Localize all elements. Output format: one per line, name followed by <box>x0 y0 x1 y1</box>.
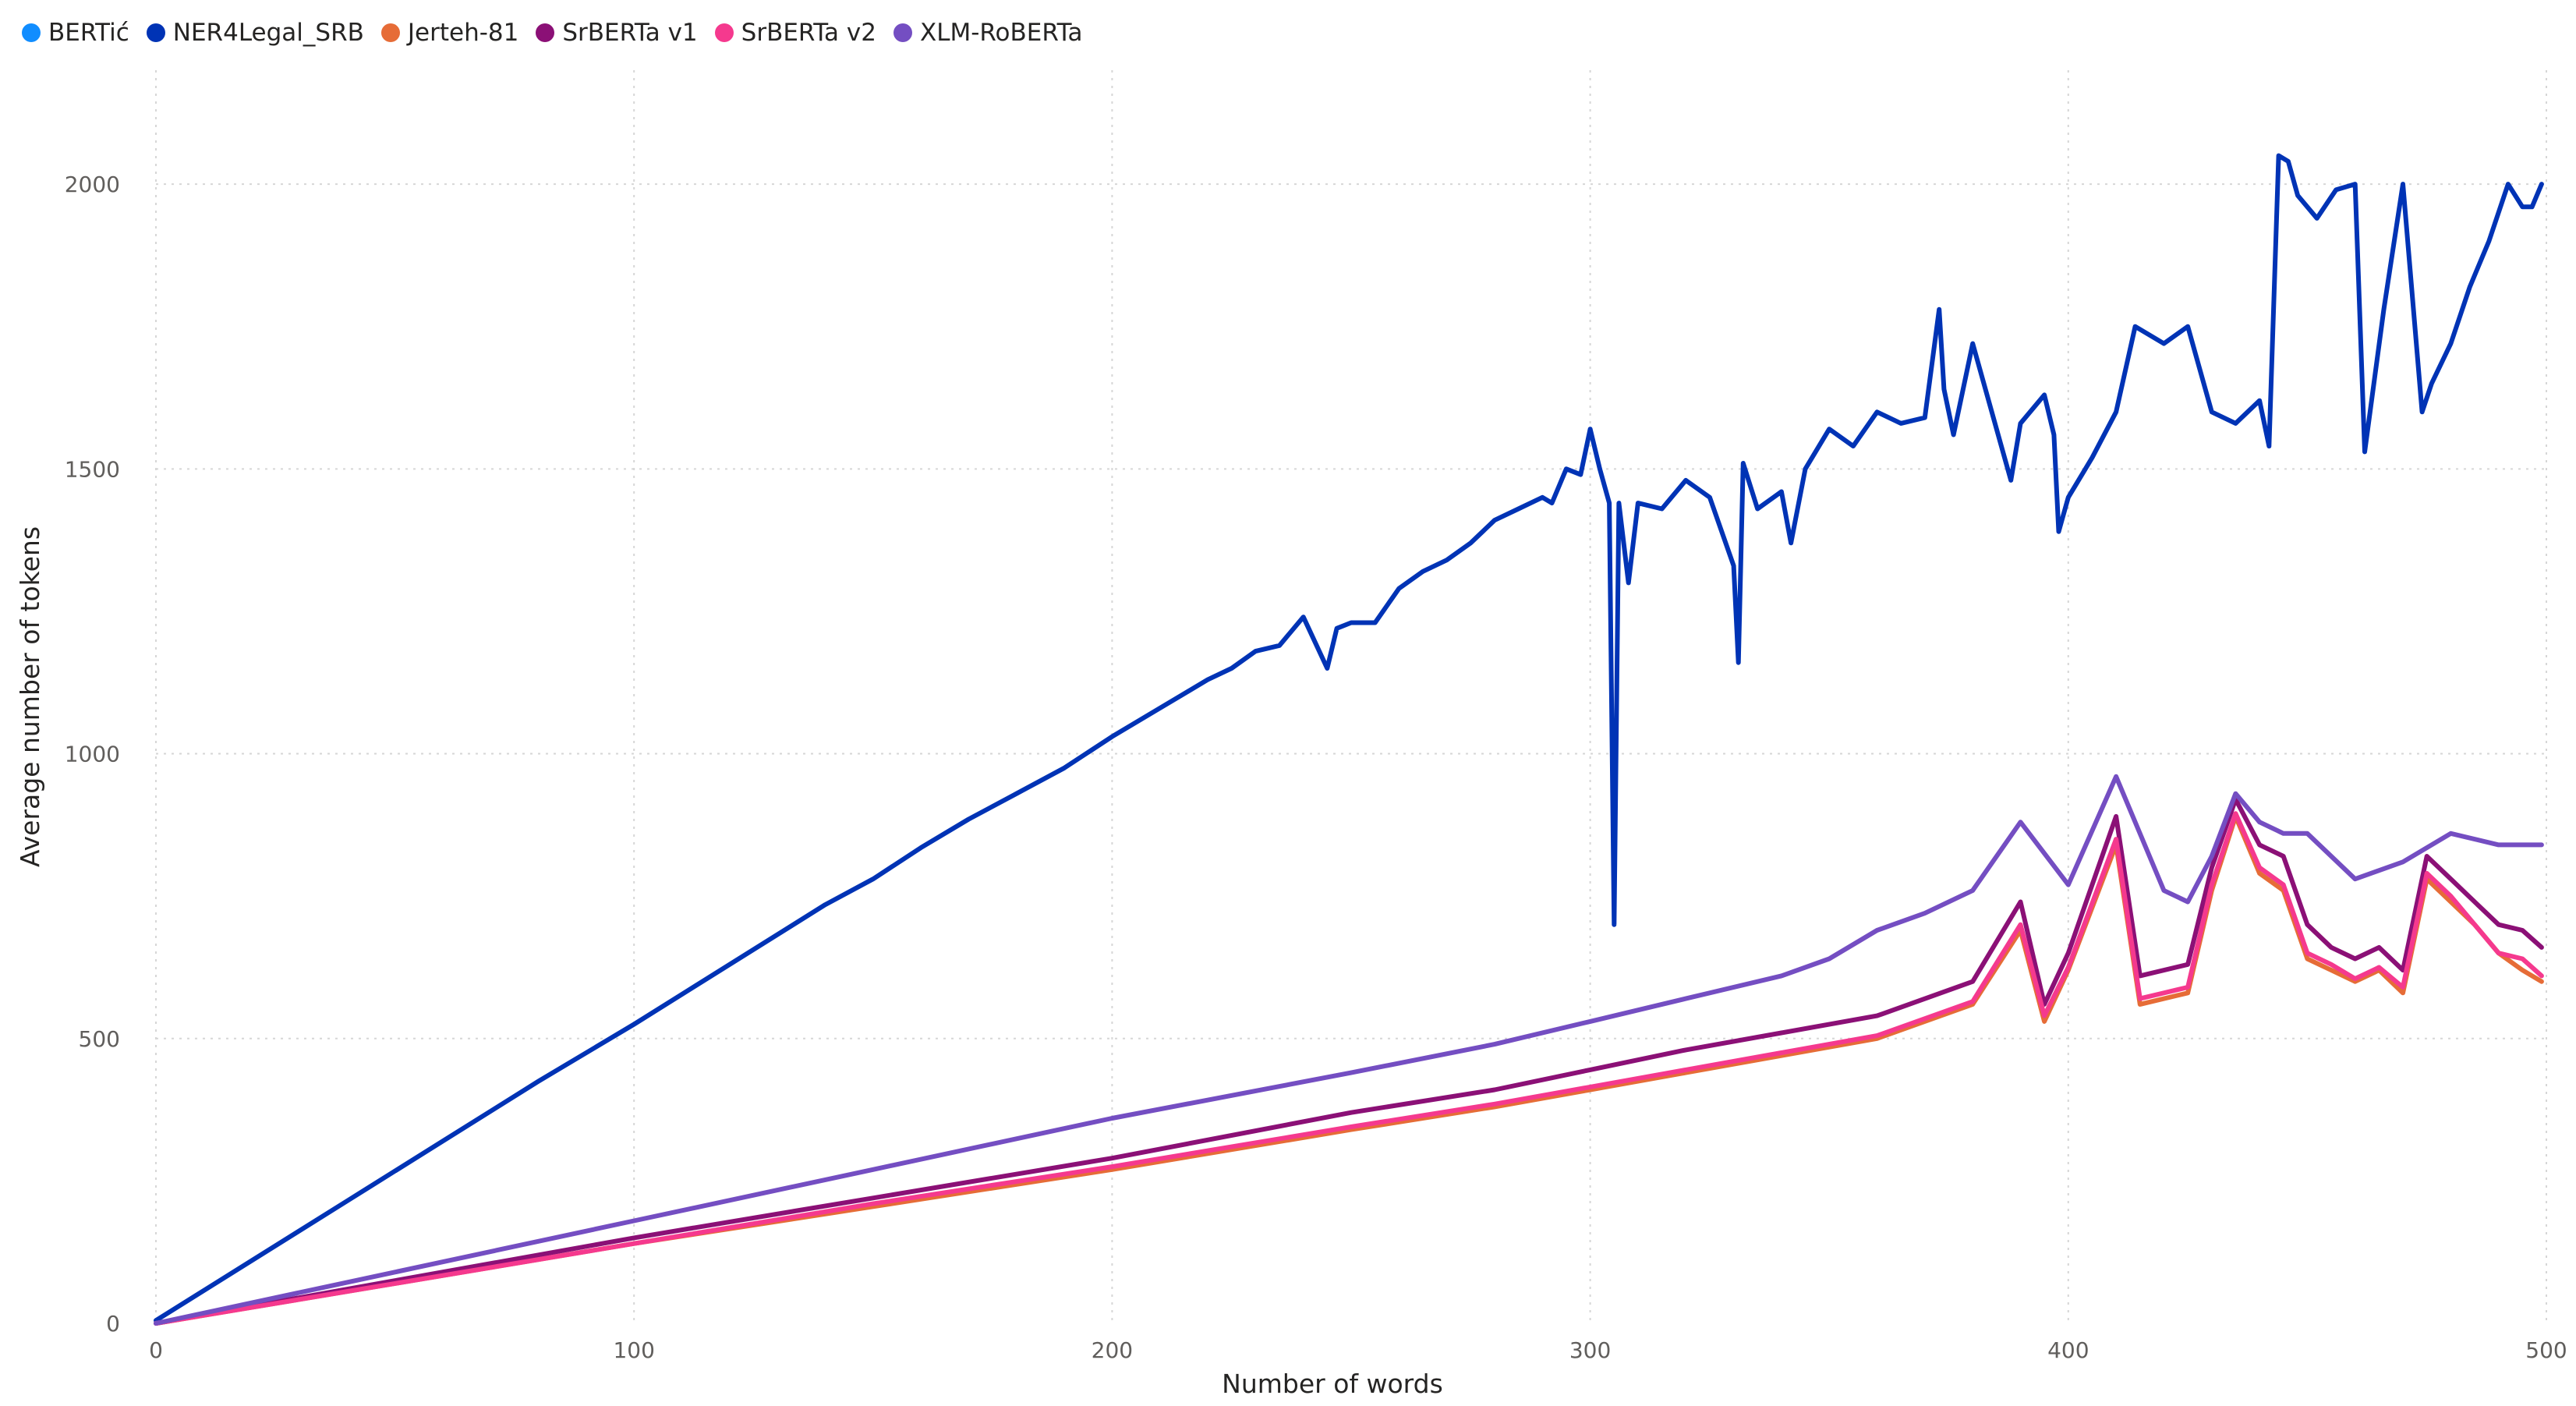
legend-label: NER4Legal_SRB <box>172 19 364 47</box>
y-tick-label: 0 <box>106 1311 120 1337</box>
y-tick-label: 1000 <box>65 742 120 767</box>
legend-item[interactable]: Jerteh-81 <box>380 19 519 47</box>
legend-label: BERTić <box>48 19 129 47</box>
chart-ticks: 0 500 1000 1500 2000 0 100 200 300 400 500 <box>65 172 2567 1363</box>
y-tick-label: 500 <box>79 1026 120 1052</box>
series-line <box>154 774 2544 1326</box>
legend-label: SrBERTa v2 <box>741 19 876 47</box>
legend-label: SrBERTa v1 <box>562 19 698 47</box>
series-line <box>154 797 2544 1326</box>
series-line <box>154 153 2544 1323</box>
legend-marker-icon <box>380 23 400 42</box>
chart-grid <box>155 70 2547 1323</box>
x-tick-label: 200 <box>1092 1337 1133 1363</box>
y-tick-label: 2000 <box>65 172 120 197</box>
legend-item[interactable]: XLM-RoBERTa <box>893 19 1083 47</box>
legend-marker-icon <box>22 23 41 42</box>
y-axis-title: Average number of tokens <box>15 526 45 867</box>
chart-legend: BERTić NER4Legal_SRB Jerteh-81 SrBERTa v1 Sr… <box>22 17 1082 48</box>
x-tick-label: 500 <box>2525 1337 2567 1363</box>
legend-label: XLM-RoBERTa <box>919 19 1083 47</box>
x-tick-label: 0 <box>149 1337 163 1363</box>
x-tick-label: 400 <box>2047 1337 2089 1363</box>
legend-item[interactable]: SrBERTa v1 <box>536 19 698 47</box>
legend-marker-icon <box>536 23 555 42</box>
x-tick-label: 300 <box>1569 1337 1611 1363</box>
legend-marker-icon <box>146 23 165 42</box>
x-axis-title: Number of words <box>1222 1369 1443 1399</box>
x-tick-label: 100 <box>613 1337 654 1363</box>
legend-label: Jerteh-81 <box>407 19 519 47</box>
legend-item[interactable]: BERTić <box>22 19 129 47</box>
y-tick-label: 1500 <box>65 456 120 482</box>
legend-item[interactable]: NER4Legal_SRB <box>146 19 364 47</box>
legend-item[interactable]: SrBERTa v2 <box>714 19 876 47</box>
legend-marker-icon <box>893 23 912 42</box>
legend-marker-icon <box>714 23 734 42</box>
series-line <box>154 811 2544 1326</box>
chart-series-lines <box>154 153 2544 1326</box>
